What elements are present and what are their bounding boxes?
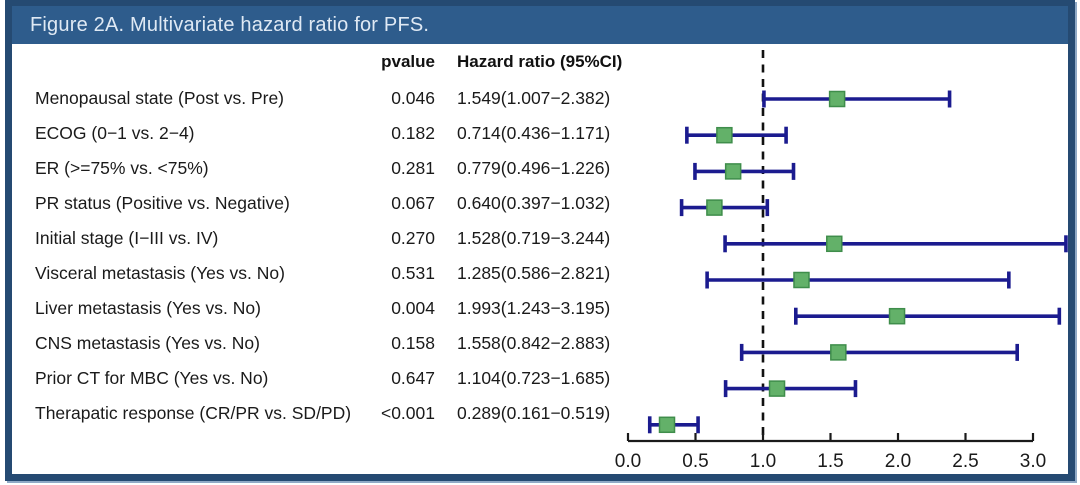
hr-cell: 1.993(1.243−3.195) — [457, 298, 611, 318]
pvalue-cell: 0.270 — [391, 228, 435, 248]
hr-cell: 0.289(0.161−0.519) — [457, 403, 611, 423]
forest-plot-svg: 0.0 0.5 1.0 1.5 2.0 2.5 3.0 — [615, 50, 1068, 472]
hr-cell: 1.549(1.007−2.382) — [457, 88, 611, 108]
hr-cell: 1.285(0.586−2.821) — [457, 263, 611, 283]
row-label: Therapatic response (CR/PR vs. SD/PD) — [35, 403, 352, 423]
hr-cell: 0.640(0.397−1.032) — [457, 193, 611, 213]
pvalue-cell: 0.067 — [391, 193, 435, 213]
x-axis-tick-label: 0.5 — [682, 451, 708, 472]
pvalue-cell: 0.046 — [391, 88, 435, 108]
row-label: Initial stage (I−III vs. IV) — [35, 228, 219, 248]
x-axis-tick-label: 2.5 — [952, 451, 978, 472]
x-axis-tick-label: 1.0 — [750, 451, 776, 472]
hr-point-marker — [706, 199, 723, 216]
hr-point-marker — [830, 344, 847, 361]
pvalue-cell: 0.004 — [391, 298, 435, 318]
row-label: ECOG (0−1 vs. 2−4) — [35, 123, 195, 143]
x-axis-tick-label: 0.0 — [615, 451, 641, 472]
pvalue-cell: 0.281 — [391, 158, 435, 178]
row-label: Menopausal state (Post vs. Pre) — [35, 88, 284, 108]
pvalue-cell: <0.001 — [380, 403, 435, 423]
hr-cell: 0.779(0.496−1.226) — [457, 158, 611, 178]
figure-title: Figure 2A. Multivariate hazard ratio for… — [30, 13, 430, 36]
row-label: Prior CT for MBC (Yes vs. No) — [35, 368, 269, 388]
figure-title-bar: Figure 2A. Multivariate hazard ratio for… — [12, 6, 1068, 44]
row-label: Liver metastasis (Yes vs. No) — [35, 298, 261, 318]
hr-point-marker — [658, 416, 676, 434]
hr-point-marker — [826, 235, 843, 253]
forest-plot-area: pvalue Hazard ratio (95%CI) 0.0 0.5 1.0 1.5… — [12, 44, 1068, 474]
figure-frame: Figure 2A. Multivariate hazard ratio for… — [5, 0, 1075, 481]
column-header-hazard-ratio: Hazard ratio (95%CI) — [457, 52, 623, 71]
row-label: Visceral metastasis (Yes vs. No) — [35, 263, 285, 283]
pvalue-cell: 0.647 — [391, 368, 435, 388]
hr-point-marker — [716, 126, 733, 144]
x-axis-tick-label: 2.0 — [885, 451, 911, 472]
x-axis-tick-label: 3.0 — [1020, 451, 1046, 472]
hr-cell: 1.528(0.719−3.244) — [457, 228, 611, 248]
hr-point-marker — [888, 307, 906, 325]
hr-cell: 1.558(0.842−2.883) — [457, 333, 611, 353]
x-axis-tick-label: 1.5 — [817, 451, 843, 472]
column-header-pvalue: pvalue — [381, 52, 435, 71]
hr-point-marker — [724, 163, 742, 180]
hr-point-marker — [768, 380, 786, 397]
hr-cell: 1.104(0.723−1.685) — [457, 368, 611, 388]
hr-point-marker — [793, 271, 810, 289]
row-label: CNS metastasis (Yes vs. No) — [35, 333, 260, 353]
row-label: ER (>=75% vs. <75%) — [35, 158, 209, 178]
pvalue-cell: 0.158 — [391, 333, 435, 353]
row-label: PR status (Positive vs. Negative) — [35, 193, 290, 213]
pvalue-cell: 0.182 — [391, 123, 435, 143]
pvalue-cell: 0.531 — [391, 263, 435, 283]
hr-point-marker — [828, 90, 846, 108]
hr-cell: 0.714(0.436−1.171) — [457, 123, 611, 143]
